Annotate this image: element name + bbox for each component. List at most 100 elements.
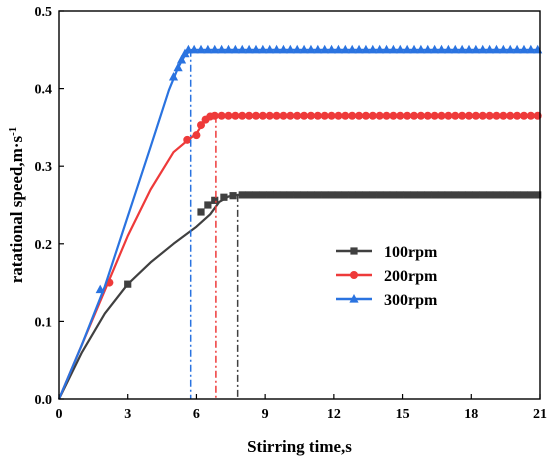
x-tick-label: 9 [262, 407, 269, 422]
data-point [341, 111, 350, 120]
data-point [278, 44, 289, 54]
data-point [251, 111, 260, 120]
data-point [396, 191, 404, 199]
y-tick-label: 0.1 [35, 315, 53, 330]
legend-label: 200rpm [384, 268, 438, 285]
y-tick-label: 0.4 [35, 83, 53, 98]
data-point [354, 44, 364, 54]
data-point [375, 111, 384, 120]
data-point [423, 44, 433, 54]
data-point [513, 191, 521, 199]
x-tick-label: 0 [56, 407, 63, 422]
x-tick-label: 15 [396, 407, 410, 422]
data-point [230, 44, 240, 54]
data-point [307, 191, 315, 199]
data-point [313, 111, 322, 120]
data-point [272, 111, 281, 120]
data-point [465, 191, 473, 199]
data-point [410, 111, 419, 120]
x-tick-label: 12 [327, 407, 341, 422]
data-point [403, 191, 411, 199]
data-point [486, 191, 494, 199]
data-point [300, 111, 309, 120]
data-point [173, 62, 183, 72]
data-point [313, 44, 323, 54]
x-axis-title: Stirring time,s [247, 437, 352, 456]
legend-item: 200rpm [336, 268, 438, 285]
data-point [299, 44, 309, 54]
data-point [519, 111, 528, 120]
data-point [266, 191, 274, 199]
data-point [526, 44, 536, 54]
plot-frame [58, 10, 541, 400]
data-point [231, 111, 240, 120]
data-point [368, 44, 378, 54]
data-point [341, 191, 349, 199]
data-point [355, 111, 364, 120]
data-point [527, 191, 535, 199]
data-point [499, 191, 507, 199]
data-point [443, 44, 453, 54]
data-point [251, 44, 261, 54]
data-point [124, 280, 132, 288]
data-point [362, 191, 370, 199]
data-point [450, 44, 460, 54]
data-point [326, 44, 337, 54]
x-tick-label: 21 [533, 407, 547, 422]
data-point [381, 44, 392, 54]
data-point [293, 191, 301, 199]
data-point [471, 111, 480, 120]
data-point [347, 44, 357, 54]
data-point [238, 111, 247, 120]
data-point [220, 193, 228, 201]
series-line [57, 48, 540, 400]
data-point [197, 121, 206, 130]
legend: 100rpm 200rpm 300rpm [336, 244, 438, 309]
data-point [519, 44, 529, 54]
axis-ticks: 0 3 6 9 12 15 18 21 0.0 0.1 0.2 0.3 0.4 0.5 [35, 5, 548, 422]
data-point [437, 111, 446, 120]
data-point [258, 111, 267, 120]
data-point [238, 191, 246, 199]
data-point [327, 111, 336, 120]
data-point [355, 191, 363, 199]
data-point [430, 44, 440, 54]
data-point [334, 191, 343, 199]
data-point [334, 111, 343, 120]
data-point [485, 44, 495, 54]
data-point [464, 111, 473, 120]
data-point [237, 44, 247, 54]
data-point [265, 111, 274, 120]
x-tick-label: 6 [193, 407, 200, 422]
data-point [479, 191, 487, 199]
y-axis-title-exponent: -1 [7, 127, 19, 136]
data-point [396, 111, 405, 120]
data-point [348, 191, 356, 199]
data-point [176, 54, 187, 64]
data-point [424, 191, 432, 199]
data-point [349, 294, 359, 303]
series-line [58, 193, 540, 400]
data-point [168, 71, 179, 81]
data-point [368, 111, 377, 120]
data-point [314, 191, 322, 199]
x-tick-label: 3 [124, 407, 131, 422]
data-point [431, 191, 439, 199]
data-point [320, 44, 330, 54]
data-point [300, 191, 308, 199]
data-point [286, 191, 294, 199]
data-point [306, 111, 315, 120]
data-point [279, 191, 288, 199]
data-point [395, 44, 405, 54]
data-point [410, 191, 418, 199]
data-point [252, 191, 260, 199]
data-point [183, 135, 192, 144]
data-point [292, 44, 302, 54]
data-point [271, 44, 282, 54]
legend-label: 300rpm [384, 292, 438, 309]
data-point [472, 191, 480, 199]
data-point [293, 111, 302, 120]
data-point [520, 191, 528, 199]
data-point [506, 111, 515, 120]
data-point [211, 196, 219, 204]
